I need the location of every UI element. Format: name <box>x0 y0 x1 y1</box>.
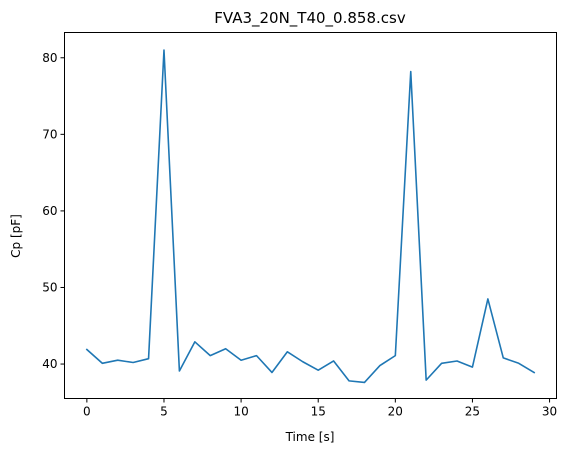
x-axis: 0 5 10 15 20 25 30 <box>83 398 557 419</box>
chart-title: FVA3_20N_T40_0.858.csv <box>214 9 406 28</box>
x-axis-label: Time [s] <box>285 430 335 444</box>
x-tick-label: 5 <box>160 405 168 419</box>
y-tick-label: 70 <box>42 127 57 141</box>
y-axis-label: Cp [pF] <box>9 214 23 258</box>
x-tick-label: 10 <box>233 405 248 419</box>
y-tick-label: 40 <box>42 357 57 371</box>
y-tick-label: 50 <box>42 280 57 294</box>
y-tick-label: 80 <box>42 51 57 65</box>
y-tick-label: 60 <box>42 204 57 218</box>
plot-area <box>85 49 536 384</box>
series-line-0 <box>85 49 536 384</box>
x-tick-label: 25 <box>465 405 480 419</box>
plot-frame <box>64 32 557 399</box>
x-tick-label: 0 <box>83 405 91 419</box>
x-tick-label: 20 <box>388 405 403 419</box>
x-tick-label: 15 <box>311 405 326 419</box>
y-axis: 40 50 60 70 80 <box>42 51 65 371</box>
x-tick-label: 30 <box>542 405 557 419</box>
